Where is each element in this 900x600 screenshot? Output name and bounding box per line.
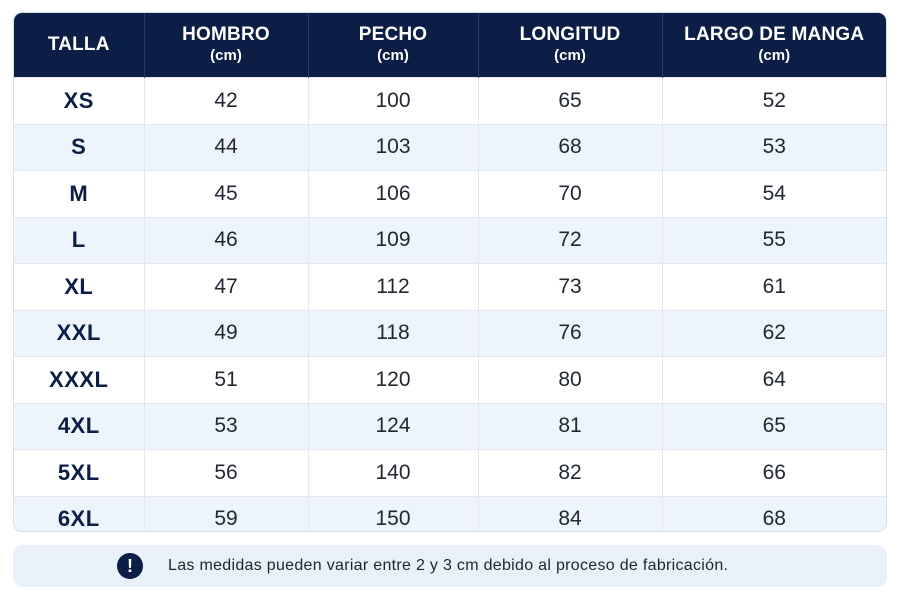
table-row: M 45 106 70 54 xyxy=(14,170,886,217)
table-row: XL 47 112 73 61 xyxy=(14,263,886,310)
size-cell: 6XL xyxy=(14,495,145,531)
column-header-label: LONGITUD xyxy=(519,24,621,45)
table-row: 5XL 56 140 82 66 xyxy=(14,449,886,496)
hombro-cell: 47 xyxy=(144,263,309,310)
pecho-cell: 118 xyxy=(308,309,479,357)
hombro-cell: 44 xyxy=(144,123,309,171)
size-cell: XS xyxy=(14,77,145,124)
longitud-cell: 65 xyxy=(478,77,663,124)
longitud-cell: 84 xyxy=(478,495,663,531)
table-row: L 46 109 72 55 xyxy=(14,216,886,264)
column-header-label: PECHO xyxy=(358,24,428,45)
size-cell: 4XL xyxy=(14,402,145,450)
size-table: TALLA HOMBRO (cm) PECHO (cm) LONGITUD (c… xyxy=(14,13,886,531)
pecho-cell: 100 xyxy=(308,77,479,124)
table-row: XXXL 51 120 80 64 xyxy=(14,356,886,403)
largo-de-manga-cell: 54 xyxy=(662,170,886,217)
largo-de-manga-cell: 52 xyxy=(662,77,886,124)
hombro-cell: 46 xyxy=(144,216,309,264)
largo-de-manga-cell: 64 xyxy=(662,356,886,403)
hombro-cell: 45 xyxy=(144,170,309,217)
column-header-largo-de-manga: LARGO DE MANGA (cm) xyxy=(662,13,886,78)
column-header-unit: (cm) xyxy=(210,47,242,64)
largo-de-manga-cell: 66 xyxy=(662,449,886,496)
table-row: XXL 49 118 76 62 xyxy=(14,309,886,357)
size-cell: M xyxy=(14,170,145,217)
longitud-cell: 76 xyxy=(478,309,663,357)
size-chart: TALLA HOMBRO (cm) PECHO (cm) LONGITUD (c… xyxy=(13,12,887,532)
table-row: 4XL 53 124 81 65 xyxy=(14,402,886,450)
column-header-label: LARGO DE MANGA xyxy=(684,24,865,45)
size-cell: XXL xyxy=(14,309,145,357)
longitud-cell: 68 xyxy=(478,123,663,171)
pecho-cell: 120 xyxy=(308,356,479,403)
size-cell: L xyxy=(14,216,145,264)
column-header-unit: (cm) xyxy=(377,47,409,64)
pecho-cell: 109 xyxy=(308,216,479,264)
pecho-cell: 124 xyxy=(308,402,479,450)
largo-de-manga-cell: 62 xyxy=(662,309,886,357)
hombro-cell: 53 xyxy=(144,402,309,450)
longitud-cell: 73 xyxy=(478,263,663,310)
pecho-cell: 140 xyxy=(308,449,479,496)
table-row: 6XL 59 150 84 68 xyxy=(14,495,886,531)
info-icon: ! xyxy=(117,553,143,579)
largo-de-manga-cell: 61 xyxy=(662,263,886,310)
longitud-cell: 80 xyxy=(478,356,663,403)
column-header-hombro: HOMBRO (cm) xyxy=(144,13,309,78)
hombro-cell: 42 xyxy=(144,77,309,124)
column-header-label: HOMBRO xyxy=(182,24,270,45)
longitud-cell: 72 xyxy=(478,216,663,264)
largo-de-manga-cell: 68 xyxy=(662,495,886,531)
pecho-cell: 112 xyxy=(308,263,479,310)
pecho-cell: 150 xyxy=(308,495,479,531)
pecho-cell: 103 xyxy=(308,123,479,171)
pecho-cell: 106 xyxy=(308,170,479,217)
table-row: S 44 103 68 53 xyxy=(14,123,886,171)
header-row: TALLA HOMBRO (cm) PECHO (cm) LONGITUD (c… xyxy=(14,13,886,78)
column-header-longitud: LONGITUD (cm) xyxy=(478,13,663,78)
hombro-cell: 56 xyxy=(144,449,309,496)
size-cell: S xyxy=(14,123,145,171)
column-header-label: TALLA xyxy=(47,34,110,55)
column-header-unit: (cm) xyxy=(554,47,586,64)
note-text: Las medidas pueden variar entre 2 y 3 cm… xyxy=(168,557,729,574)
measurement-note: ! Las medidas pueden variar entre 2 y 3 … xyxy=(13,545,887,587)
size-cell: XXXL xyxy=(14,356,145,403)
hombro-cell: 49 xyxy=(144,309,309,357)
largo-de-manga-cell: 53 xyxy=(662,123,886,171)
longitud-cell: 70 xyxy=(478,170,663,217)
size-cell: 5XL xyxy=(14,449,145,496)
largo-de-manga-cell: 55 xyxy=(662,216,886,264)
hombro-cell: 59 xyxy=(144,495,309,531)
largo-de-manga-cell: 65 xyxy=(662,402,886,450)
longitud-cell: 82 xyxy=(478,449,663,496)
column-header-talla: TALLA xyxy=(14,13,145,78)
column-header-unit: (cm) xyxy=(758,47,791,64)
size-cell: XL xyxy=(14,263,145,310)
hombro-cell: 51 xyxy=(144,356,309,403)
longitud-cell: 81 xyxy=(478,402,663,450)
table-row: XS 42 100 65 52 xyxy=(14,77,886,124)
column-header-pecho: PECHO (cm) xyxy=(308,13,479,78)
